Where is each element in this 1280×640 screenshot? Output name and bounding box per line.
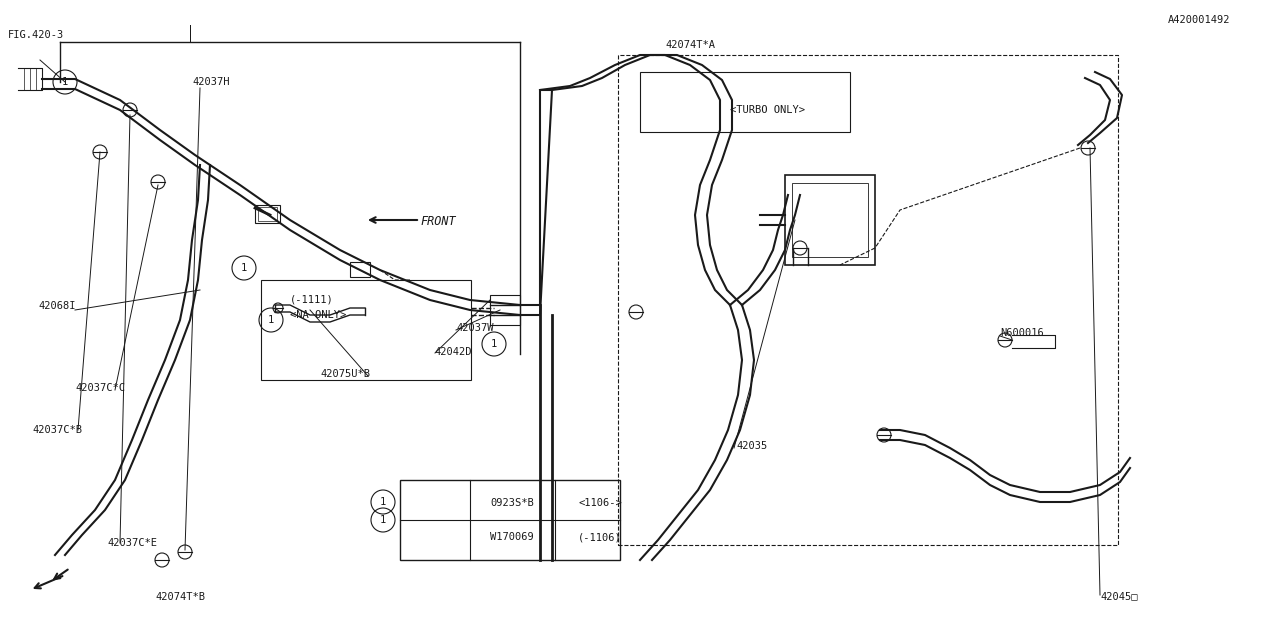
- Text: 42045□: 42045□: [1100, 591, 1138, 601]
- Text: (-1111): (-1111): [291, 294, 334, 304]
- Text: N600016: N600016: [1000, 328, 1043, 338]
- Text: 1: 1: [241, 263, 247, 273]
- Text: 1: 1: [61, 77, 68, 87]
- Bar: [640, 72, 850, 132]
- Text: 42074T*B: 42074T*B: [155, 592, 205, 602]
- Bar: [785, 175, 876, 265]
- Polygon shape: [18, 68, 42, 90]
- Text: 42037C*E: 42037C*E: [108, 538, 157, 548]
- Text: FRONT: FRONT: [420, 215, 456, 228]
- Text: 1: 1: [490, 339, 497, 349]
- Text: 42075U*B: 42075U*B: [320, 369, 370, 379]
- Bar: [261, 280, 471, 380]
- Bar: [490, 295, 520, 325]
- Text: <1106->: <1106->: [579, 498, 622, 508]
- Text: 1: 1: [380, 497, 387, 507]
- Text: FIG.420-3: FIG.420-3: [8, 30, 64, 40]
- Text: 42042D: 42042D: [434, 347, 471, 357]
- Text: 1: 1: [380, 515, 387, 525]
- Text: 42037C*B: 42037C*B: [32, 425, 82, 435]
- Text: 1: 1: [268, 315, 274, 325]
- Bar: [401, 480, 620, 560]
- Text: 0923S*B: 0923S*B: [490, 498, 534, 508]
- Text: <NA ONLY>: <NA ONLY>: [291, 310, 347, 320]
- Text: 42035: 42035: [736, 441, 767, 451]
- Bar: [259, 207, 276, 221]
- Text: 42068I: 42068I: [38, 301, 76, 311]
- Bar: [255, 205, 280, 223]
- Bar: [618, 55, 1117, 545]
- Text: <TURBO ONLY>: <TURBO ONLY>: [730, 105, 805, 115]
- Text: 42037W: 42037W: [456, 323, 494, 333]
- Text: 42037H: 42037H: [192, 77, 229, 87]
- Bar: [792, 183, 868, 257]
- Text: (-1106): (-1106): [579, 532, 622, 542]
- Text: 42074T*A: 42074T*A: [666, 40, 716, 50]
- Text: 42037C*C: 42037C*C: [76, 383, 125, 393]
- Text: A420001492: A420001492: [1167, 15, 1230, 25]
- Bar: [349, 262, 370, 277]
- Text: W170069: W170069: [490, 532, 534, 542]
